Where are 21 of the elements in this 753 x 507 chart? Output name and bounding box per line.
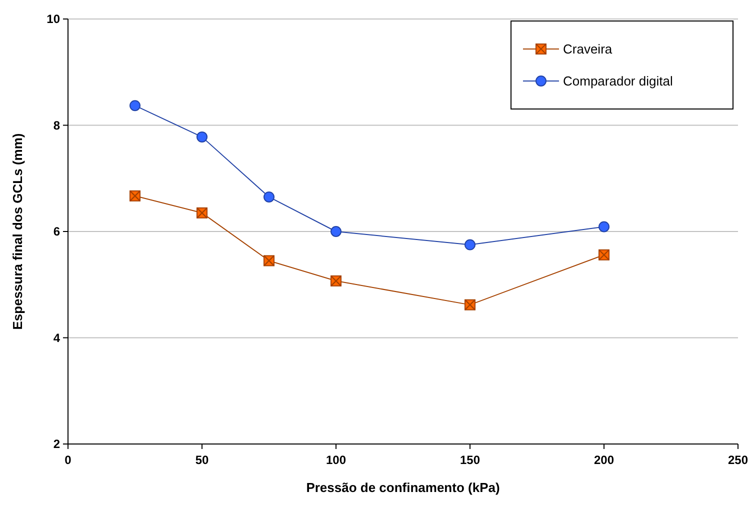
point: [264, 191, 274, 202]
y-tick-label: 10: [46, 12, 60, 26]
x-tick-label: 50: [195, 453, 209, 467]
y-tick-label: 6: [53, 224, 60, 239]
point: [598, 221, 610, 232]
x-tick-label: 150: [460, 453, 480, 467]
y-axis-title: Espessura final dos GCLs (mm): [10, 133, 25, 330]
point: [196, 131, 208, 142]
point: [130, 100, 140, 112]
x-tick-label: 250: [728, 453, 748, 467]
point: [330, 226, 342, 237]
x-tick-label: 200: [594, 453, 614, 467]
legend-label: Craveira: [563, 42, 613, 57]
y-tick-label: 8: [53, 118, 60, 132]
point: [464, 239, 476, 250]
legend-label: Comparador digital: [563, 74, 673, 89]
x-tick-label: 100: [326, 453, 346, 467]
x-axis-title: Pressão de confinamento (kPa): [306, 480, 500, 495]
y-tick-label: 4: [53, 330, 60, 345]
x-tick-label: 0: [64, 453, 72, 467]
y-tick-label: 2: [53, 437, 60, 452]
